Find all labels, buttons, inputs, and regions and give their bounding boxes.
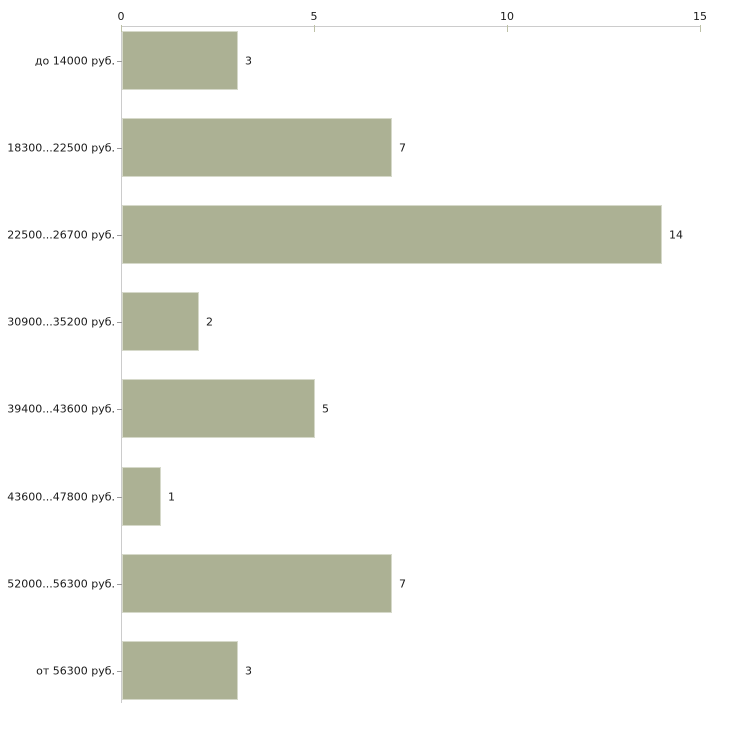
category-label: 18300...22500 руб. [7, 141, 115, 154]
category-label: 22500...26700 руб. [7, 228, 115, 241]
value-label: 7 [399, 577, 406, 590]
value-label: 1 [168, 490, 175, 503]
category-tick-mark [117, 409, 122, 410]
category-label: 43600...47800 руб. [7, 490, 115, 503]
category-label: от 56300 руб. [36, 664, 115, 677]
x-axis-line [121, 26, 701, 27]
category-label: 39400...43600 руб. [7, 402, 115, 415]
x-axis-tick-label: 15 [693, 10, 707, 23]
value-label: 7 [399, 141, 406, 154]
value-label: 2 [206, 315, 213, 328]
category-tick-mark [117, 584, 122, 585]
bar [122, 554, 392, 613]
category-tick-mark [117, 497, 122, 498]
category-tick-mark [117, 148, 122, 149]
category-label: 30900...35200 руб. [7, 315, 115, 328]
x-axis-tick-mark [121, 25, 122, 32]
bar [122, 641, 238, 700]
category-label: до 14000 руб. [34, 54, 115, 67]
category-tick-mark [117, 61, 122, 62]
x-axis-tick-label: 10 [500, 10, 514, 23]
category-tick-mark [117, 322, 122, 323]
bar [122, 31, 238, 90]
x-axis-tick-label: 0 [117, 10, 125, 23]
y-axis-line [121, 26, 122, 703]
x-axis-tick-label: 5 [310, 10, 318, 23]
value-label: 5 [322, 402, 329, 415]
value-label: 3 [245, 664, 252, 677]
category-tick-mark [117, 671, 122, 672]
bar [122, 205, 662, 264]
category-tick-mark [117, 235, 122, 236]
x-axis-tick-mark [700, 25, 701, 32]
x-axis-tick-mark [507, 25, 508, 32]
value-label: 14 [669, 228, 683, 241]
bar [122, 379, 315, 438]
category-label: 52000...56300 руб. [7, 577, 115, 590]
x-axis-tick-mark [314, 25, 315, 32]
bar [122, 467, 161, 526]
bar [122, 292, 199, 351]
bar [122, 118, 392, 177]
value-label: 3 [245, 54, 252, 67]
